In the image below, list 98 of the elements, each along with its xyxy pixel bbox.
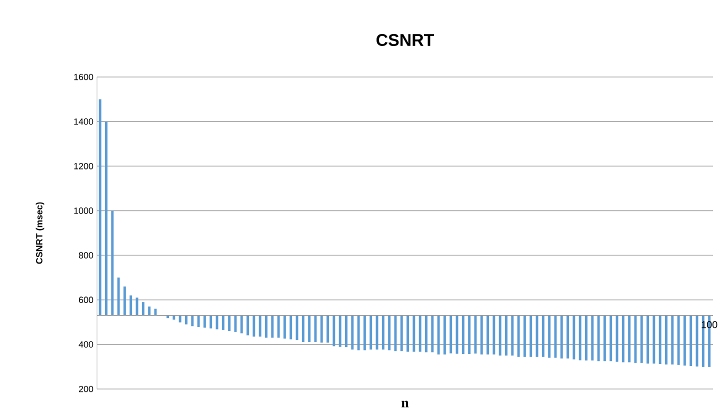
bar [566,315,570,358]
bar [271,315,274,338]
y-tick-label: 1600 [74,74,94,80]
bar [203,315,206,328]
bar [646,315,650,364]
bar [277,315,280,338]
bar [240,315,243,334]
bar [123,286,126,316]
bar [363,315,366,350]
bar [370,315,372,350]
bar [246,315,250,336]
bar [418,315,422,352]
bar [394,315,397,352]
bar [148,306,151,316]
bar [308,315,311,342]
bar [338,315,342,347]
bar [572,315,576,360]
bar [622,315,624,362]
y-tick-label: 1400 [74,118,94,125]
bar [542,315,544,357]
bar [283,315,286,339]
bar [117,278,120,316]
y-tick-label: 600 [78,296,94,304]
bar [486,315,490,354]
y-tick-label: 200 [78,386,94,392]
bar [530,315,532,357]
bar [228,315,231,332]
y-tick-label: 800 [78,252,94,258]
bar [517,315,520,357]
y-tick-label: 1000 [74,208,94,214]
bar [210,315,212,328]
bar [431,315,434,352]
bar [98,99,102,316]
bar [677,315,680,365]
bar [290,315,292,340]
bar [320,315,323,343]
bar [314,315,317,342]
bar [400,315,403,352]
bar [326,315,330,343]
bar [142,302,144,316]
bar [480,315,483,354]
bar [265,315,268,338]
bar [665,315,668,364]
bar [585,315,588,360]
bar [412,315,416,352]
bar [492,315,496,354]
bar [425,315,428,352]
bar [351,315,354,350]
bar [597,315,600,362]
bar [332,315,336,346]
bar [111,210,114,316]
bar [437,315,440,354]
bar [450,315,452,354]
bar [548,315,551,358]
bar [634,315,637,363]
bar [591,315,594,360]
y-tick-label: 400 [78,341,94,348]
bar [652,315,656,364]
bar [640,315,643,363]
bar [130,295,132,316]
bar [345,315,348,348]
bar [302,315,304,342]
bar [406,315,410,352]
bar [474,315,477,354]
bar [628,315,631,362]
bar [443,315,446,354]
bar [511,315,514,356]
bar [683,315,686,366]
bar [523,315,526,357]
bar [505,315,508,356]
bar [197,315,200,328]
bar [468,315,471,354]
x-axis-title: n [402,400,409,408]
bar [252,315,256,337]
bar [222,315,224,330]
bar [603,315,606,362]
bar [388,315,391,350]
bar [234,315,237,332]
bar [105,122,108,316]
bar [671,315,674,364]
bar [154,308,157,316]
bar [185,315,188,324]
bar [578,315,582,360]
bar [690,315,692,366]
y-tick-label: 1200 [74,162,94,170]
bar [560,315,563,358]
y-axis-title: CSNRT (msec) [36,202,44,264]
bar [610,315,612,362]
bar [554,315,557,358]
bar [357,315,360,350]
bar [498,315,502,356]
bar [658,315,662,364]
bar [191,315,194,326]
bar [258,315,262,337]
bar [178,315,182,322]
bar [382,315,384,350]
chart-title: CSNRT [376,34,434,46]
bar [462,315,464,354]
